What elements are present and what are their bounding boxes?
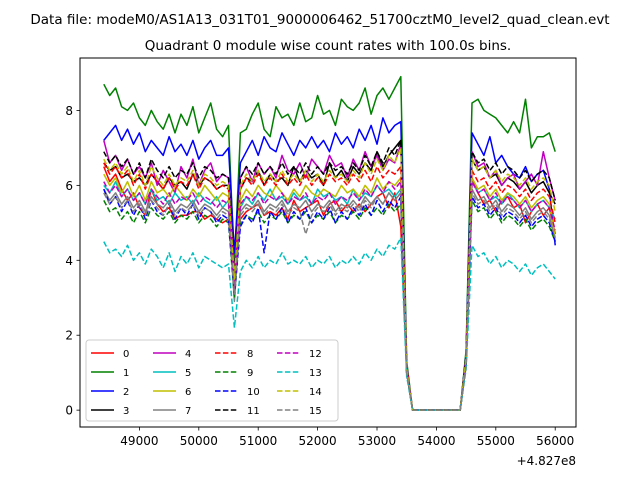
series-line-9 [103,199,556,411]
series-line-13 [103,237,556,411]
file-title: Data file: modeM0/AS1A13_031T01_90000064… [30,12,609,28]
y-tick-label: 0 [65,404,73,418]
x-tick-label: 50000 [180,434,218,448]
x-axis: 49000 50000 51000 52000 53000 54000 55000 56000 [120,427,574,448]
legend-label-11: 11 [247,406,260,417]
series-line-10 [103,188,556,411]
legend-label-1: 1 [123,368,129,379]
series-line-4 [103,140,556,411]
legend-label-10: 10 [247,387,260,398]
y-tick-label: 2 [65,329,73,343]
series-layer [103,75,556,411]
legend-box [85,339,339,422]
y-tick-label: 6 [65,179,73,193]
series-line-14 [103,147,556,411]
x-tick-label: 56000 [536,434,574,448]
series-line-8 [103,162,556,411]
x-tick-label: 49000 [120,434,158,448]
x-tick-label: 54000 [417,434,455,448]
legend-label-6: 6 [185,387,191,398]
series-line-7 [103,188,556,411]
legend-label-15: 15 [309,406,322,417]
series-line-2 [103,117,556,411]
series-line-15 [103,192,556,411]
legend-label-14: 14 [309,387,322,398]
legend-label-9: 9 [247,368,253,379]
series-line-0 [103,166,556,411]
series-line-11 [103,139,556,411]
legend-label-2: 2 [123,387,129,398]
legend-label-0: 0 [123,349,129,360]
chart-title: Quadrant 0 module wise count rates with … [145,38,511,54]
legend-label-5: 5 [185,368,191,379]
legend-label-4: 4 [185,349,191,360]
legend-label-8: 8 [247,349,253,360]
legend-label-13: 13 [309,368,322,379]
x-tick-label: 51000 [239,434,277,448]
series-line-1 [103,75,556,411]
x-offset-label: +4.827e8 [517,454,576,468]
x-tick-label: 52000 [299,434,337,448]
plot-area-frame [79,57,577,428]
series-line-12 [103,180,556,411]
legend-label-7: 7 [185,406,191,417]
y-tick-label: 4 [65,254,73,268]
x-tick-label: 53000 [358,434,396,448]
legend-label-12: 12 [309,349,322,360]
y-axis: 0 2 4 6 8 [65,104,80,418]
y-tick-label: 8 [65,104,73,118]
legend-label-3: 3 [123,406,129,417]
x-tick-label: 55000 [477,434,515,448]
